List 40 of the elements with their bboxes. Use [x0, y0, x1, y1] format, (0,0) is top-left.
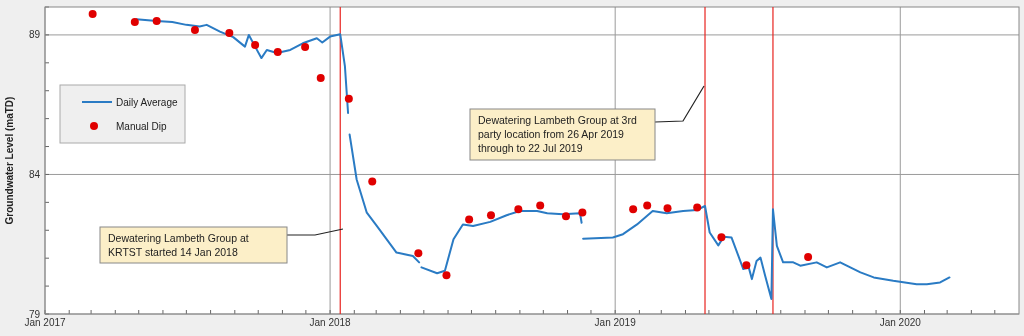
point [465, 215, 474, 224]
callout: Dewatering Lambeth Group at KRTST started 14 Jan 2018 [99, 226, 344, 264]
y-tick-label: 89 [28, 29, 41, 41]
y-tick-label: 79 [28, 308, 41, 320]
legend-label: Manual Dip [116, 120, 168, 132]
point [130, 18, 139, 27]
point [742, 261, 751, 270]
point [578, 208, 587, 217]
annotation: Dewatering Lambeth Group at 3rd party location from 26 Apr 2019 through to 22 Jul 2019 [478, 114, 637, 154]
point [273, 47, 282, 56]
point [442, 271, 451, 280]
y-tick-label: 84 [28, 168, 41, 180]
point [316, 73, 325, 82]
point [717, 233, 726, 242]
point [693, 203, 702, 212]
point [368, 177, 377, 186]
x-tick-label: Jan 2017 [24, 317, 67, 328]
point [301, 42, 310, 51]
point [251, 40, 260, 49]
point [414, 249, 423, 258]
point [643, 201, 652, 210]
y-axis-title: Groundwater Level (maTD) [4, 96, 15, 225]
point [225, 28, 234, 37]
point [536, 201, 545, 210]
callout: Dewatering Lambeth Group at 3rd party location from 26 Apr 2019 through to 22 Jul 2019 [469, 85, 705, 161]
point [514, 205, 523, 214]
point [486, 211, 495, 220]
point [663, 204, 672, 213]
point [561, 212, 570, 221]
x-tick-label: Jan 2018 [309, 317, 352, 328]
point [629, 205, 638, 214]
x-tick-label: Jan 2020 [879, 317, 922, 328]
legend-label: Daily Average [116, 96, 178, 108]
x-tick-label: Jan 2019 [594, 317, 637, 328]
point [88, 9, 97, 18]
point [344, 94, 353, 103]
point [152, 16, 161, 25]
annotation: Dewatering Lambeth Group at KRTST started 14 Jan 2018 [108, 232, 249, 258]
point [804, 253, 813, 262]
point [190, 25, 199, 34]
